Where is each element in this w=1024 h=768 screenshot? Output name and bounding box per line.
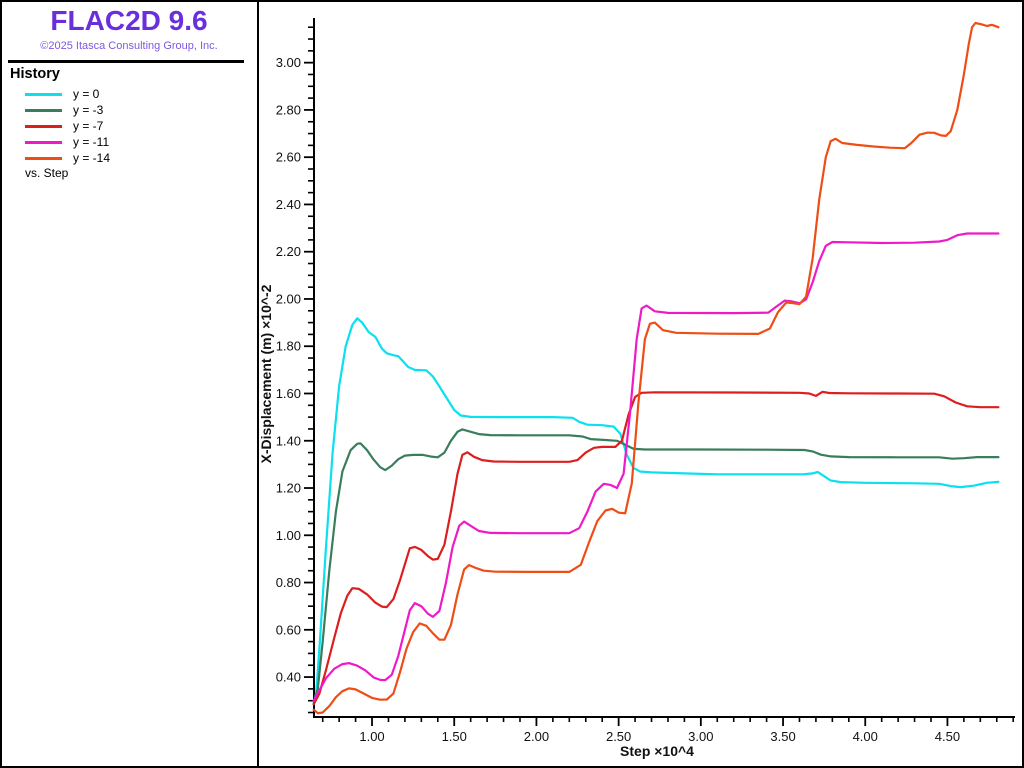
history-curve-y0	[312, 317, 1000, 705]
y-axis-title: X-Displacement (m) ×10^-2	[258, 284, 274, 463]
y-axis-tick-label: 1.80	[276, 339, 301, 354]
y-axis-tick-label: 2.40	[276, 197, 301, 212]
legend-item: y = -3	[0, 102, 258, 118]
legend-item-label: y = -14	[73, 151, 111, 165]
y-axis-tick-label: 2.80	[276, 102, 301, 117]
legend-item-label: y = 0	[73, 87, 100, 101]
legend-line-swatch	[25, 108, 62, 112]
x-axis-tick-label: 3.00	[688, 729, 713, 744]
x-axis-tick-label: 1.50	[442, 729, 467, 744]
history-curve-y-11	[312, 232, 1000, 702]
y-axis-tick-label: 1.00	[276, 528, 301, 543]
y-axis-tick-label: 2.60	[276, 150, 301, 165]
y-axis-tick-label: 0.80	[276, 575, 301, 590]
legend-line-swatch	[25, 156, 62, 160]
copyright-text: ©2025 Itasca Consulting Group, Inc.	[40, 40, 218, 52]
y-axis-tick-label: 3.00	[276, 55, 301, 70]
y-axis-tick-label: 1.60	[276, 386, 301, 401]
x-axis-tick-label: 2.00	[524, 729, 549, 744]
plot-sidebar: FLAC2D 9.6 ©2025 Itasca Consulting Group…	[0, 0, 258, 768]
pane-divider-line	[257, 0, 259, 768]
legend-item: y = -7	[0, 118, 258, 134]
x-axis-tick-label: 3.50	[770, 729, 795, 744]
legend-item-label: y = -3	[73, 103, 104, 117]
y-axis-tick-label: 1.40	[276, 433, 301, 448]
legend-line-swatch	[25, 92, 62, 96]
history-curve-y-14	[312, 21, 1000, 715]
y-axis-tick-label: 2.20	[276, 244, 301, 259]
legend-line-swatch	[25, 140, 62, 144]
chart-legend: y = 0 y = -3 y = -7 y = -11 y = -14	[0, 86, 258, 166]
legend-vs-step-label: vs. Step	[25, 166, 69, 180]
sidebar-divider-line	[8, 60, 244, 63]
history-curve-y-7	[312, 390, 1000, 706]
history-heading: History	[10, 66, 60, 82]
y-axis-tick-label: 0.40	[276, 670, 301, 685]
y-axis-tick-label: 0.60	[276, 622, 301, 637]
x-axis-title: Step ×10^4	[620, 743, 694, 759]
legend-item: y = -14	[0, 150, 258, 166]
legend-item-label: y = -11	[73, 135, 110, 149]
legend-item: y = 0	[0, 86, 258, 102]
legend-line-swatch	[25, 124, 62, 128]
x-axis-tick-label: 4.00	[853, 729, 878, 744]
legend-item: y = -11	[0, 134, 258, 150]
x-axis-tick-label: 1.00	[359, 729, 384, 744]
app-title: FLAC2D 9.6	[50, 5, 208, 36]
x-axis-tick-label: 4.50	[935, 729, 960, 744]
x-axis-tick-label: 2.50	[606, 729, 631, 744]
history-curve-y-3	[312, 428, 1000, 706]
y-axis-tick-label: 2.00	[276, 291, 301, 306]
y-axis-tick-label: 1.20	[276, 481, 301, 496]
legend-item-label: y = -7	[73, 119, 104, 133]
